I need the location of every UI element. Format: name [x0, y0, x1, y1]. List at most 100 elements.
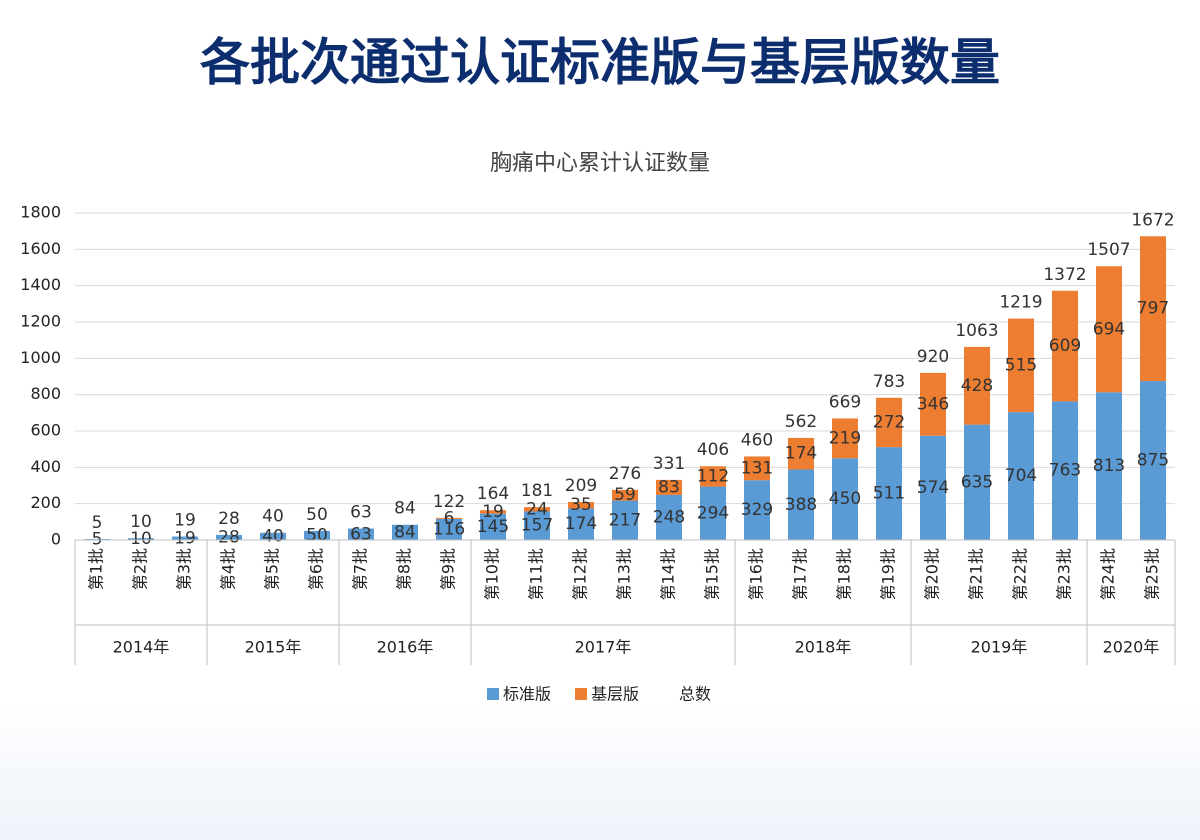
group-label: 2017年	[575, 638, 632, 657]
total-label: 406	[697, 440, 729, 460]
x-tick-label: 第6批	[307, 548, 326, 590]
value-label: 574	[917, 478, 949, 498]
legend-swatch	[663, 688, 675, 700]
bar-segment	[436, 517, 462, 519]
value-label: 157	[521, 516, 553, 536]
total-label: 562	[785, 412, 817, 432]
value-label: 219	[829, 428, 861, 448]
value-label: 875	[1137, 451, 1169, 471]
x-tick-label: 第25批	[1143, 548, 1162, 600]
bar-segment	[876, 447, 902, 540]
value-label: 248	[653, 507, 685, 527]
x-tick-label: 第7批	[351, 548, 370, 590]
bar-segment	[612, 489, 638, 501]
bar-segment	[260, 532, 286, 540]
bar-segment	[788, 437, 814, 470]
bar-segment	[1096, 392, 1122, 540]
value-label: 112	[697, 466, 729, 486]
y-tick-label: 600	[30, 421, 61, 440]
x-tick-label: 第10批	[483, 548, 502, 600]
value-label: 450	[829, 489, 861, 509]
legend-label: 总数	[679, 685, 711, 704]
bar-segment	[524, 507, 550, 512]
bar-segment	[172, 536, 198, 540]
x-tick-label: 第5批	[263, 548, 282, 590]
value-label: 174	[785, 444, 817, 464]
value-label: 609	[1049, 336, 1081, 356]
x-tick-label: 第13批	[615, 548, 634, 600]
value-label: 19	[482, 502, 504, 522]
value-label: 174	[565, 514, 597, 534]
value-label: 428	[961, 376, 993, 396]
y-tick-label: 1800	[20, 203, 61, 222]
x-tick-label: 第21批	[967, 548, 986, 600]
value-label: 84	[394, 522, 416, 542]
bar-segment	[304, 530, 330, 540]
value-label: 19	[174, 528, 196, 548]
bar-segment	[568, 508, 594, 540]
value-label: 346	[917, 394, 949, 414]
bar-segment	[1008, 412, 1034, 540]
value-label: 515	[1005, 355, 1037, 375]
x-tick-label: 第8批	[395, 548, 414, 590]
bar-segment	[216, 534, 242, 540]
value-label: 635	[961, 472, 993, 492]
group-label: 2014年	[113, 638, 170, 657]
value-label: 813	[1093, 456, 1125, 476]
page-title: 各批次通过认证标准版与基层版数量	[200, 34, 1000, 92]
x-tick-label: 第4批	[219, 548, 238, 590]
value-label: 272	[873, 412, 905, 432]
bar-segment	[524, 511, 550, 540]
value-label: 59	[614, 485, 636, 505]
bar-segment	[1096, 266, 1122, 393]
bar-segment	[128, 538, 154, 540]
bar-segment	[656, 494, 682, 540]
x-tick-label: 第1批	[87, 548, 106, 590]
background-wave	[0, 700, 1200, 840]
value-label: 797	[1137, 299, 1169, 319]
total-label: 19	[174, 511, 196, 531]
value-label: 217	[609, 510, 641, 530]
total-label: 460	[741, 430, 773, 450]
total-label: 920	[917, 347, 949, 367]
value-label: 24	[526, 499, 548, 519]
bar-segment	[744, 480, 770, 540]
total-label: 40	[262, 507, 284, 527]
total-label: 63	[350, 503, 372, 523]
total-label: 1672	[1131, 210, 1174, 230]
total-label: 1219	[999, 293, 1042, 313]
bar-segment	[832, 458, 858, 540]
x-tick-label: 第17批	[791, 548, 810, 600]
value-label: 131	[741, 458, 773, 478]
total-label: 783	[873, 372, 905, 392]
group-label: 2019年	[971, 638, 1028, 657]
total-label: 331	[653, 454, 685, 474]
y-tick-label: 0	[51, 530, 61, 549]
value-label: 388	[785, 495, 817, 515]
total-label: 1372	[1043, 265, 1086, 285]
y-tick-label: 200	[30, 493, 61, 512]
total-label: 10	[130, 512, 152, 532]
x-tick-label: 第12批	[571, 548, 590, 600]
bar-segment	[656, 479, 682, 495]
bar-segment	[612, 500, 638, 540]
value-label: 763	[1049, 461, 1081, 481]
total-label: 164	[477, 484, 509, 504]
y-tick-label: 400	[30, 457, 61, 476]
bar-segment	[700, 466, 726, 487]
bar-segment	[744, 456, 770, 481]
bar-segment	[788, 469, 814, 540]
total-label: 209	[565, 476, 597, 496]
value-label: 329	[741, 500, 773, 520]
value-label: 694	[1093, 319, 1125, 339]
x-tick-label: 第2批	[131, 548, 150, 590]
total-label: 84	[394, 499, 416, 519]
bar-segment	[568, 502, 594, 509]
total-label: 28	[218, 509, 240, 529]
x-tick-label: 第22批	[1011, 548, 1030, 600]
x-tick-label: 第9批	[439, 548, 458, 590]
total-label: 1063	[955, 321, 998, 341]
x-tick-label: 第18批	[835, 548, 854, 600]
